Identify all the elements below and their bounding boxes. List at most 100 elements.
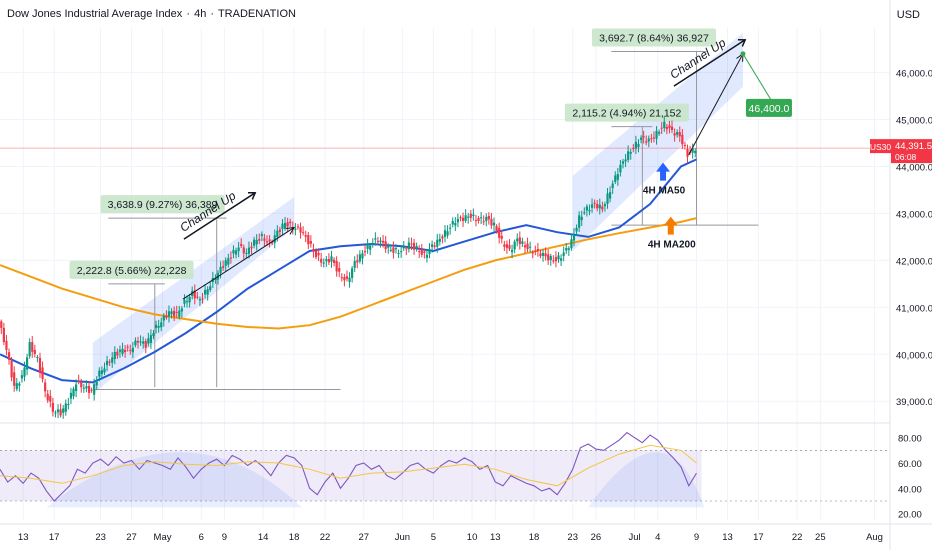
candle-body	[343, 277, 346, 281]
candle	[229, 251, 232, 264]
candle-body	[400, 251, 403, 253]
candle-body	[361, 253, 364, 259]
candle	[541, 249, 545, 262]
measure-label-bg	[100, 195, 225, 214]
candle-body	[645, 141, 648, 143]
candle-body	[131, 347, 134, 353]
candle	[647, 135, 650, 148]
candle-body	[219, 266, 222, 273]
candle	[185, 295, 189, 308]
candle-body	[611, 183, 614, 188]
candle	[639, 135, 643, 144]
candle-body	[77, 380, 80, 382]
candle-body	[619, 164, 622, 173]
candle-body	[307, 235, 310, 245]
candle	[330, 250, 333, 268]
candle	[431, 240, 434, 253]
candle	[603, 201, 607, 212]
candle	[250, 242, 253, 255]
candle-body	[87, 386, 91, 393]
candle	[521, 237, 524, 247]
measure-label-text: 2,222.8 (5.66%) 22,228	[77, 265, 187, 277]
x-tick-label: May	[154, 532, 172, 543]
candle	[103, 362, 106, 376]
candle-body	[23, 367, 26, 377]
candle-body	[44, 382, 47, 392]
chart-timeframe[interactable]: 4h	[194, 8, 207, 20]
candle-body	[240, 243, 243, 246]
x-tick-label: 14	[258, 532, 269, 543]
candle	[554, 251, 558, 268]
candle-body	[180, 308, 183, 312]
candle	[198, 296, 202, 307]
candle-body	[539, 253, 542, 257]
candle	[425, 249, 429, 263]
candle-body	[694, 150, 697, 154]
candle	[258, 233, 261, 245]
candle-body	[82, 387, 85, 389]
candle-body	[229, 257, 232, 259]
candle-body	[201, 298, 204, 300]
candle	[650, 133, 653, 143]
candle-body	[10, 360, 13, 378]
candle-body	[126, 346, 129, 348]
candle	[570, 233, 573, 251]
target-label-text: 46,400.0	[749, 103, 790, 115]
candle-body	[302, 232, 305, 234]
candle-body	[431, 244, 434, 247]
candle-body	[289, 221, 292, 224]
candle	[492, 217, 496, 232]
candle-body	[152, 333, 155, 337]
candle-body	[387, 245, 390, 248]
candle	[118, 345, 122, 358]
candle	[160, 317, 163, 332]
candle	[369, 243, 372, 256]
candle-body	[160, 322, 163, 328]
candle-body	[516, 238, 519, 242]
candle-body	[513, 241, 516, 250]
candle-body	[33, 349, 36, 355]
candle	[278, 226, 281, 237]
currency-label[interactable]: USD	[896, 9, 920, 21]
candle	[544, 247, 547, 261]
candle-body	[31, 342, 34, 352]
candle	[0, 319, 3, 335]
candle-body	[469, 213, 472, 218]
candle	[271, 239, 274, 246]
candle-body	[105, 360, 109, 366]
candle-body	[552, 260, 555, 262]
candle	[219, 261, 222, 279]
candle	[665, 123, 668, 135]
candle-body	[234, 250, 238, 255]
candle	[508, 239, 511, 251]
candle-body	[668, 125, 671, 128]
candle	[260, 231, 263, 242]
candle-body	[93, 384, 96, 395]
ma-line	[0, 158, 697, 384]
candle-body	[598, 204, 601, 209]
candle-body	[683, 144, 687, 146]
candle-body	[655, 130, 658, 139]
candle	[327, 253, 331, 265]
candle-body	[510, 249, 514, 253]
candle-body	[482, 221, 485, 223]
candle	[93, 378, 96, 401]
candle-body	[376, 240, 380, 242]
candle	[598, 198, 601, 215]
candle	[253, 236, 256, 249]
candle	[503, 240, 506, 252]
candle-body	[503, 244, 506, 247]
candle-body	[116, 351, 119, 356]
candle-body	[650, 138, 653, 140]
candle-body	[523, 245, 527, 248]
candle-body	[639, 137, 643, 140]
candle-body	[113, 352, 116, 359]
candle	[376, 236, 380, 245]
x-tick-label: Jul	[629, 532, 641, 543]
candle	[420, 243, 423, 258]
candle-body	[363, 251, 367, 253]
candle	[149, 329, 153, 349]
candle	[214, 274, 217, 284]
candle-body	[529, 246, 532, 248]
